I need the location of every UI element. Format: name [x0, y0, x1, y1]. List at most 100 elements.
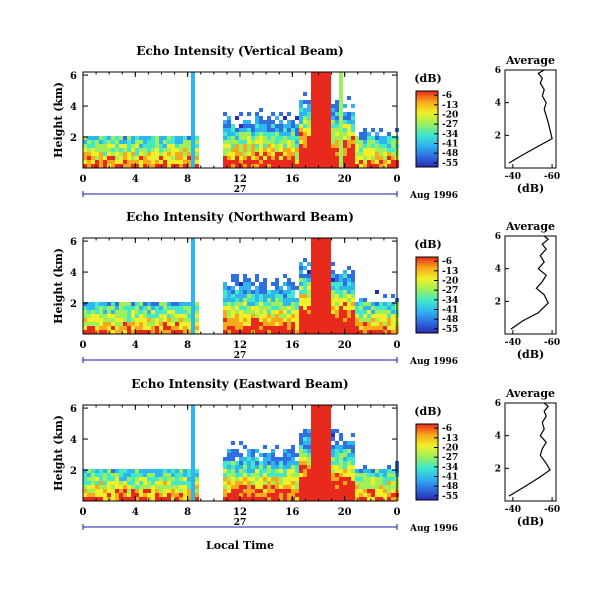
heatmap-cell: [223, 140, 227, 144]
heatmap-cell: [139, 473, 143, 477]
heatmap-cell: [127, 469, 131, 473]
heatmap-cell: [135, 156, 139, 160]
heatmap-cell: [291, 160, 295, 164]
heatmap-cell: [327, 108, 331, 112]
heatmap-cell: [171, 156, 175, 160]
heatmap-cell: [303, 453, 307, 457]
heatmap-cell: [83, 302, 87, 306]
heatmap-cell: [291, 302, 295, 306]
heatmap-cell: [171, 140, 175, 144]
heatmap-cell: [259, 314, 263, 318]
heatmap-cell: [271, 282, 275, 286]
heatmap-cell: [123, 164, 127, 168]
heatmap-cell: [335, 160, 339, 164]
heatmap-cell: [247, 314, 251, 318]
heatmap-cell: [335, 116, 339, 120]
heatmap-cell: [279, 140, 283, 144]
heatmap-cell: [191, 164, 195, 168]
heatmap-cell: [139, 140, 143, 144]
heatmap-cell: [87, 160, 91, 164]
heatmap-cell: [195, 156, 199, 160]
heatmap-cell: [351, 314, 355, 318]
heatmap-cell: [267, 461, 271, 465]
heatmap-cell: [311, 100, 315, 104]
colorbar: [415, 256, 439, 334]
heatmap-cell: [171, 473, 175, 477]
average-y-tick-label: 2: [495, 297, 501, 307]
heatmap-cell: [283, 152, 287, 156]
heatmap-cell: [91, 302, 95, 306]
heatmap-cell: [243, 481, 247, 485]
heatmap-cell: [155, 160, 159, 164]
heatmap-cell: [259, 136, 263, 140]
heatmap-cell: [319, 266, 323, 270]
heatmap-cell: [335, 294, 339, 298]
heatmap-cell: [347, 302, 351, 306]
heatmap-cell: [191, 262, 195, 266]
heatmap-cell: [375, 310, 379, 314]
heatmap-cell: [379, 322, 383, 326]
heatmap-cell: [275, 318, 279, 322]
heatmap-cell: [111, 148, 115, 152]
heatmap-cell: [375, 136, 379, 140]
heatmap-cell: [379, 164, 383, 168]
heatmap-cell: [391, 485, 395, 489]
heatmap-cell: [123, 160, 127, 164]
heatmap-cell: [319, 469, 323, 473]
heatmap-cell: [99, 314, 103, 318]
heatmap-cell: [299, 160, 303, 164]
heatmap-cell: [339, 96, 343, 100]
heatmap-cell: [223, 469, 227, 473]
heatmap-cell: [331, 128, 335, 132]
heatmap-cell: [267, 132, 271, 136]
heatmap-cell: [167, 322, 171, 326]
heatmap-cell: [327, 294, 331, 298]
heatmap-cell: [267, 310, 271, 314]
heatmap-cell: [91, 314, 95, 318]
heatmap-cell: [295, 128, 299, 132]
heatmap-cell: [315, 485, 319, 489]
heatmap-cell: [279, 298, 283, 302]
heatmap-cell: [315, 160, 319, 164]
colorbar-tick-label: -41: [442, 140, 458, 150]
heatmap-cell: [375, 481, 379, 485]
heatmap-cell: [315, 413, 319, 417]
heatmap-cell: [87, 314, 91, 318]
heatmap-cell: [267, 156, 271, 160]
heatmap-cell: [227, 306, 231, 310]
heatmap-cell: [383, 473, 387, 477]
heatmap-cell: [151, 330, 155, 334]
heatmap-cell: [359, 306, 363, 310]
heatmap-cell: [147, 152, 151, 156]
heatmap-cell: [295, 326, 299, 330]
heatmap-cell: [295, 318, 299, 322]
heatmap-cell: [223, 318, 227, 322]
heatmap-cell: [195, 497, 199, 501]
heatmap-cell: [299, 473, 303, 477]
heatmap-cell: [191, 405, 195, 409]
heatmap-cell: [107, 306, 111, 310]
heatmap-cell: [99, 473, 103, 477]
heatmap-cell: [271, 306, 275, 310]
x-tick-label: 12: [233, 340, 247, 351]
heatmap-cell: [335, 441, 339, 445]
heatmap-cell: [315, 242, 319, 246]
heatmap-cell: [351, 461, 355, 465]
heatmap-cell: [323, 116, 327, 120]
heatmap-cell: [291, 469, 295, 473]
heatmap-cell: [323, 441, 327, 445]
heatmap-cell: [331, 310, 335, 314]
colorbar-tick-label: -34: [442, 130, 458, 140]
heatmap-cell: [263, 128, 267, 132]
heatmap-cell: [163, 322, 167, 326]
heatmap-cell: [335, 497, 339, 501]
heatmap-cell: [119, 144, 123, 148]
heatmap-cell: [87, 144, 91, 148]
heatmap-cell: [119, 497, 123, 501]
heatmap-cell: [163, 481, 167, 485]
heatmap-cell: [327, 302, 331, 306]
heatmap-cell: [311, 322, 315, 326]
heatmap-cell: [263, 310, 267, 314]
heatmap-cell: [367, 485, 371, 489]
heatmap-cell: [299, 306, 303, 310]
